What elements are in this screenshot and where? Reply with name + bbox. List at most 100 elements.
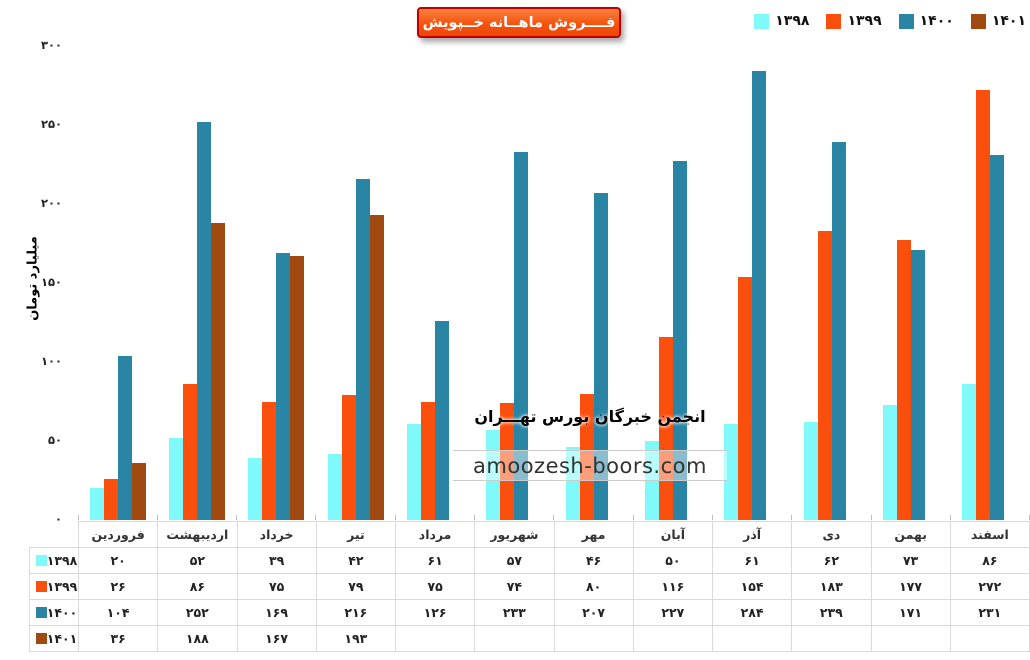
table-cell-1401-m6	[474, 625, 555, 652]
bar-slot-1400-m11	[910, 46, 925, 520]
bar-slot-1398-m7	[565, 46, 580, 520]
bar-1399-m7	[579, 393, 594, 520]
table-month-m6: شهریور	[474, 521, 555, 548]
bar-group-m4	[316, 46, 397, 520]
bar-1398-m5	[406, 423, 421, 520]
table-rowhead-label-1398: ۱۳۹۸	[46, 553, 78, 568]
bar-1401-m3	[290, 256, 305, 520]
bar-group-m12	[951, 46, 1030, 520]
bar-group-m8	[633, 46, 714, 520]
legend-item-1400: ۱۴۰۰	[898, 13, 954, 29]
bar-slot-1400-m5	[434, 46, 449, 520]
table-cell-1399-m11: ۱۷۷	[870, 573, 951, 600]
table-month-m5: مرداد	[394, 521, 476, 548]
y-tick-150: ۱۵۰	[40, 275, 62, 289]
table-cell-1398-m12: ۸۶	[949, 547, 1030, 574]
table-month-m7: مهر	[553, 521, 634, 548]
bar-slot-1400-m10	[831, 46, 846, 520]
bar-1400-m10	[831, 142, 846, 520]
bar-1400-m7	[593, 192, 608, 520]
bar-slot-1399-m6	[500, 46, 515, 520]
bar-1398-m10	[803, 422, 818, 520]
table-cell-1400-m3: ۱۶۹	[236, 599, 317, 626]
bar-slot-1400-m8	[672, 46, 687, 520]
bar-slot-1398-m12	[962, 46, 977, 520]
table-cell-1398-m6: ۵۷	[474, 547, 555, 574]
bar-group-m10	[792, 46, 873, 520]
bar-slots-m12	[962, 46, 1018, 520]
legend-swatch-1399	[826, 13, 842, 29]
bar-1400-m6	[514, 151, 529, 520]
bar-1399-m11	[896, 240, 911, 520]
bar-slot-1399-m10	[817, 46, 832, 520]
bar-1400-m4	[355, 178, 370, 520]
table-row-1400: ۱۴۰۰ ۱۰۴ ۲۵۲ ۱۶۹ ۲۱۶ ۱۲۶ ۲۳۳ ۲۰۷ ۲۲۷ ۲۸۴ ۲۳۹ ۱۷۱ ۲۳۱	[29, 599, 1030, 626]
bar-slot-1399-m11	[896, 46, 911, 520]
table-cell-1400-m9: ۲۸۴	[711, 599, 793, 626]
bar-slot-1399-m2	[182, 46, 197, 520]
bar-1399-m3	[262, 401, 277, 520]
bar-slots-m8	[644, 46, 701, 520]
bar-slot-1398-m10	[803, 46, 818, 520]
bar-1400-m5	[434, 320, 449, 520]
table-cell-1401-m11	[870, 625, 951, 652]
table-rowhead-1401: ۱۴۰۱	[29, 625, 79, 652]
table-cell-1401-m10	[791, 625, 872, 652]
bar-slot-1400-m3	[276, 46, 291, 520]
table-cell-1398-m5: ۶۱	[394, 547, 476, 574]
bar-slot-1401-m5	[449, 46, 463, 520]
bar-slot-1398-m3	[248, 46, 263, 520]
table-rowhead-label-1401: ۱۴۰۱	[46, 631, 78, 646]
table-rowhead-swatch-1399	[35, 581, 47, 592]
bar-slot-1400-m6	[514, 46, 529, 520]
bar-slots-m9	[724, 46, 780, 520]
bar-1400-m3	[276, 253, 291, 520]
bar-slot-1400-m1	[117, 46, 132, 520]
bar-1399-m12	[976, 90, 991, 520]
table-rowhead-label-1400: ۱۴۰۰	[46, 605, 78, 620]
bar-slots-m2	[168, 46, 225, 520]
bar-slot-1400-m7	[593, 46, 608, 520]
watermark-association: انجمن خبرگان بورس تهـــران	[474, 407, 706, 426]
bar-slot-1398-m11	[882, 46, 897, 520]
bar-1398-m11	[882, 404, 897, 520]
bar-1400-m2	[196, 121, 211, 520]
bar-slots-m1	[89, 46, 146, 520]
bar-slot-1401-m6	[528, 46, 542, 520]
bar-slot-1401-m8	[687, 46, 701, 520]
table-month-m10: دی	[791, 521, 872, 548]
table-cell-1399-m6: ۷۴	[474, 573, 555, 600]
bar-slot-1401-m12	[1004, 46, 1018, 520]
table-month-m8: آبان	[632, 521, 714, 548]
table-cell-1400-m5: ۱۲۶	[394, 599, 476, 626]
bar-slot-1401-m10	[846, 46, 860, 520]
table-cell-1401-m8	[632, 625, 714, 652]
bar-1399-m9	[738, 276, 753, 520]
table-cell-1400-m11: ۱۷۱	[870, 599, 951, 626]
table-cell-1398-m3: ۳۹	[236, 547, 317, 574]
table-cell-1398-m10: ۶۲	[791, 547, 872, 574]
bar-1398-m12	[962, 384, 977, 520]
bar-slot-1401-m9	[766, 46, 780, 520]
bar-1400-m12	[990, 155, 1005, 520]
table-rowhead-swatch-1401	[35, 633, 47, 644]
table-cell-1399-m3: ۷۵	[236, 573, 317, 600]
table-cell-1401-m9	[711, 625, 793, 652]
table-cell-1401-m12	[949, 625, 1030, 652]
table-cell-1399-m9: ۱۵۴	[711, 573, 793, 600]
table-month-m1: فروردین	[77, 521, 159, 548]
table-cell-1399-m5: ۷۵	[394, 573, 476, 600]
table-cell-1399-m12: ۲۷۲	[949, 573, 1030, 600]
table-cell-1400-m1: ۱۰۴	[77, 599, 159, 626]
bar-slot-1398-m9	[724, 46, 739, 520]
table-corner-blank	[30, 522, 79, 548]
bar-1399-m5	[420, 401, 435, 520]
table-rowhead-label-1399: ۱۳۹۹	[46, 579, 78, 594]
legend-label-1398: ۱۳۹۸	[775, 13, 810, 29]
table-cell-1400-m12: ۲۳۱	[949, 599, 1030, 626]
bar-1400-m8	[672, 161, 687, 520]
bar-group-m1	[77, 46, 159, 520]
bar-slot-1401-m11	[925, 46, 939, 520]
bar-1399-m6	[500, 403, 515, 520]
legend-swatch-1401	[970, 13, 986, 29]
